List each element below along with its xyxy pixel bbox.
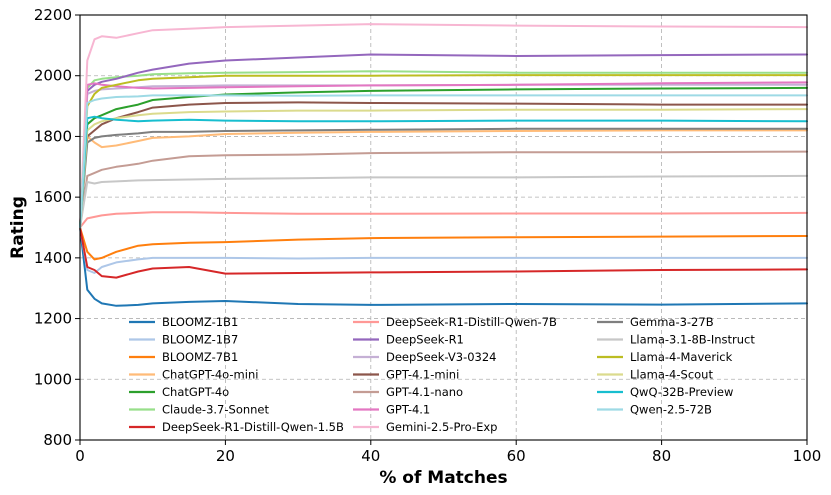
series-line-0 <box>79 226 808 307</box>
y-tick-label-6: 2000 <box>34 67 72 85</box>
series-line-11 <box>79 150 808 229</box>
y-tick-label-4: 1600 <box>34 188 72 206</box>
legend-label-2: BLOOMZ-7B1 <box>162 350 238 364</box>
legend-label-19: Qwen-2.5-72B <box>630 403 712 417</box>
plot-frame <box>79 14 808 441</box>
legend-label-8: DeepSeek-R1 <box>386 333 464 347</box>
x-tick-label-0: 0 <box>75 447 85 465</box>
legend-label-13: Gemini-2.5-Pro-Exp <box>386 420 497 434</box>
y-axis-ticks: 800 1000 1200 1400 1600 1800 2000 2200 <box>34 6 80 449</box>
y-tick-label-3: 1400 <box>34 249 72 267</box>
y-tick-label-2: 1200 <box>34 310 72 328</box>
legend-label-16: Llama-4-Maverick <box>630 350 733 364</box>
legend-label-6: DeepSeek-R1-Distill-Qwen-1.5B <box>162 420 344 434</box>
series-line-16 <box>79 74 808 229</box>
x-tick-label-4: 80 <box>652 447 671 465</box>
legend-label-5: Claude-3.7-Sonnet <box>162 403 270 417</box>
legend-label-3: ChatGPT-4o-mini <box>162 368 258 382</box>
legend-label-14: Gemma-3-27B <box>630 315 714 329</box>
y-axis-title: Rating <box>8 196 28 259</box>
legend-label-4: ChatGPT-4o <box>162 385 229 399</box>
legend-label-17: Llama-4-Scout <box>630 368 713 382</box>
series-line-14 <box>79 127 808 229</box>
y-tick-label-0: 800 <box>43 431 72 449</box>
x-tick-label-5: 100 <box>793 447 822 465</box>
legend-label-9: DeepSeek-V3-0324 <box>386 350 497 364</box>
legend-label-18: QwQ-32B-Preview <box>630 385 733 399</box>
x-tick-label-1: 20 <box>216 447 235 465</box>
series-line-6 <box>79 226 808 279</box>
legend-label-1: BLOOMZ-1B7 <box>162 333 238 347</box>
y-tick-label-1: 1000 <box>34 370 72 388</box>
legend-label-0: BLOOMZ-1B1 <box>162 315 238 329</box>
series-line-2 <box>79 226 808 261</box>
series-line-19 <box>79 94 808 229</box>
x-tick-label-3: 60 <box>507 447 526 465</box>
series-line-3 <box>79 129 808 229</box>
series-line-17 <box>79 108 808 229</box>
series-line-7 <box>79 211 808 229</box>
legend-label-7: DeepSeek-R1-Distill-Qwen-7B <box>386 315 557 329</box>
series-line-5 <box>79 70 808 229</box>
legend-label-15: Llama-3.1-8B-Instruct <box>630 333 755 347</box>
series-line-15 <box>79 174 808 229</box>
y-tick-label-5: 1800 <box>34 127 72 145</box>
series-line-18 <box>79 115 808 229</box>
series-lines <box>79 23 808 307</box>
x-axis-title: % of Matches <box>379 468 507 488</box>
legend: BLOOMZ-1B1 BLOOMZ-1B7 BLOOMZ-7B1 ChatGPT-4o… <box>129 315 755 434</box>
series-line-10 <box>79 101 808 229</box>
legend-label-10: GPT-4.1-mini <box>386 368 459 382</box>
x-tick-label-2: 40 <box>361 447 380 465</box>
series-line-13 <box>79 23 808 229</box>
x-axis-ticks: 0 20 40 60 80 100 <box>75 440 821 465</box>
series-line-12 <box>79 81 808 229</box>
legend-label-12: GPT-4.1 <box>386 403 430 417</box>
legend-label-11: GPT-4.1-nano <box>386 385 463 399</box>
y-tick-label-7: 2200 <box>34 6 72 24</box>
